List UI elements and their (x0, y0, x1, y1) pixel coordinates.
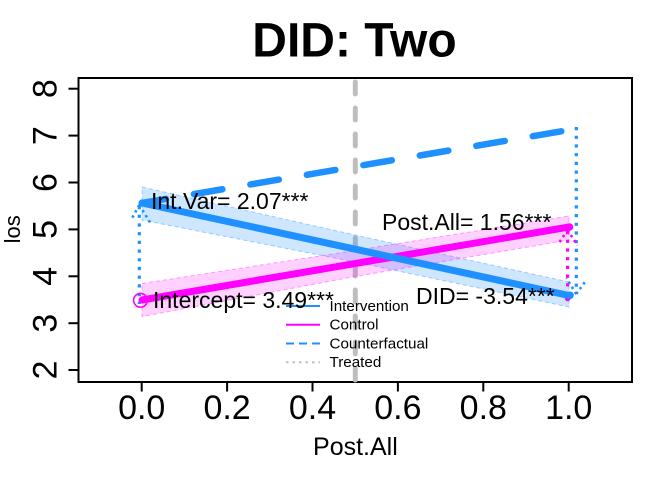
svg-text:8: 8 (27, 79, 65, 98)
svg-text:0.6: 0.6 (374, 389, 421, 427)
svg-text:Post.All: Post.All (313, 433, 398, 461)
svg-text:los: los (0, 215, 25, 243)
svg-text:Post.All= 1.56***: Post.All= 1.56*** (382, 209, 551, 235)
svg-text:DID: Two: DID: Two (252, 15, 456, 68)
svg-text:6: 6 (27, 173, 65, 192)
svg-text:Intervention: Intervention (330, 298, 409, 315)
svg-text:0.2: 0.2 (203, 389, 250, 427)
svg-text:Intercept= 3.49***: Intercept= 3.49*** (153, 287, 334, 313)
svg-text:Int.Var= 2.07***: Int.Var= 2.07*** (151, 188, 309, 214)
svg-text:0.4: 0.4 (289, 389, 336, 427)
svg-text:4: 4 (27, 267, 65, 286)
svg-text:7: 7 (27, 126, 65, 145)
svg-text:2: 2 (27, 361, 65, 380)
svg-text:1.0: 1.0 (545, 389, 592, 427)
svg-text:Control: Control (330, 317, 379, 334)
svg-text:5: 5 (27, 220, 65, 239)
svg-text:Counterfactual: Counterfactual (330, 335, 429, 352)
svg-text:DID= -3.54***: DID= -3.54*** (416, 283, 555, 309)
svg-text:0.8: 0.8 (460, 389, 507, 427)
svg-text:0.0: 0.0 (118, 389, 165, 427)
svg-text:Treated: Treated (330, 354, 382, 371)
svg-text:3: 3 (27, 314, 65, 333)
